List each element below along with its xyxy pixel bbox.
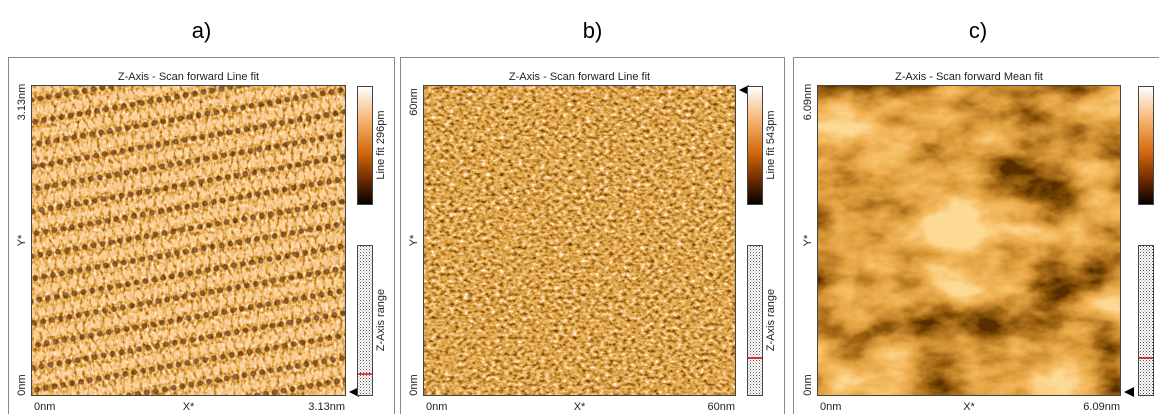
y-axis-label: Y* xyxy=(408,234,420,246)
x-axis-label: 0nm xyxy=(426,401,447,413)
y-axis-label: Y* xyxy=(802,234,814,246)
panel-label: c) xyxy=(969,18,987,43)
colorbar xyxy=(747,86,763,205)
x-axis-label: X* xyxy=(574,401,586,413)
panel-title: Z-Axis - Scan forward Mean fit xyxy=(895,71,1043,83)
image-border xyxy=(817,85,1121,396)
range-box xyxy=(747,245,763,396)
image-border xyxy=(31,85,346,396)
image-border xyxy=(423,85,736,396)
panel-title: Z-Axis - Scan forward Line fit xyxy=(118,71,259,83)
y-axis-label: 0nm xyxy=(16,374,28,395)
scan-marker xyxy=(1124,387,1134,397)
scan-marker xyxy=(349,387,359,397)
range-box xyxy=(357,245,373,396)
scan-marker xyxy=(739,85,749,95)
x-axis-label: 60nm xyxy=(707,401,735,413)
x-axis-label: 3.13nm xyxy=(308,401,345,413)
x-axis-label: 0nm xyxy=(820,401,841,413)
y-axis-label: 6.09nm xyxy=(802,84,814,121)
y-axis-label: 60nm xyxy=(408,88,420,116)
x-axis-label: 0nm xyxy=(34,401,55,413)
y-axis-label: 3.13nm xyxy=(16,84,28,121)
colorbar-label: Line fit 543pm xyxy=(765,110,777,179)
range-label: Z-Axis range xyxy=(375,289,387,351)
x-axis-label: X* xyxy=(183,401,195,413)
panel-label: b) xyxy=(583,18,603,43)
x-axis-label: 6.09nm xyxy=(1083,401,1120,413)
panel-label: a) xyxy=(192,18,212,43)
scan-image xyxy=(818,86,1120,395)
scan-image xyxy=(424,86,735,395)
panel-title: Z-Axis - Scan forward Line fit xyxy=(509,71,650,83)
y-axis-label: 0nm xyxy=(408,374,420,395)
colorbar xyxy=(357,86,373,205)
x-axis-label: X* xyxy=(963,401,975,413)
range-box xyxy=(1138,245,1154,396)
colorbar-label: Line fit 296pm xyxy=(375,110,387,179)
y-axis-label: 0nm xyxy=(802,374,814,395)
range-label: Z-Axis range xyxy=(765,289,777,351)
scan-stripes xyxy=(32,86,345,395)
y-axis-label: Y* xyxy=(16,234,28,246)
colorbar xyxy=(1138,86,1154,205)
